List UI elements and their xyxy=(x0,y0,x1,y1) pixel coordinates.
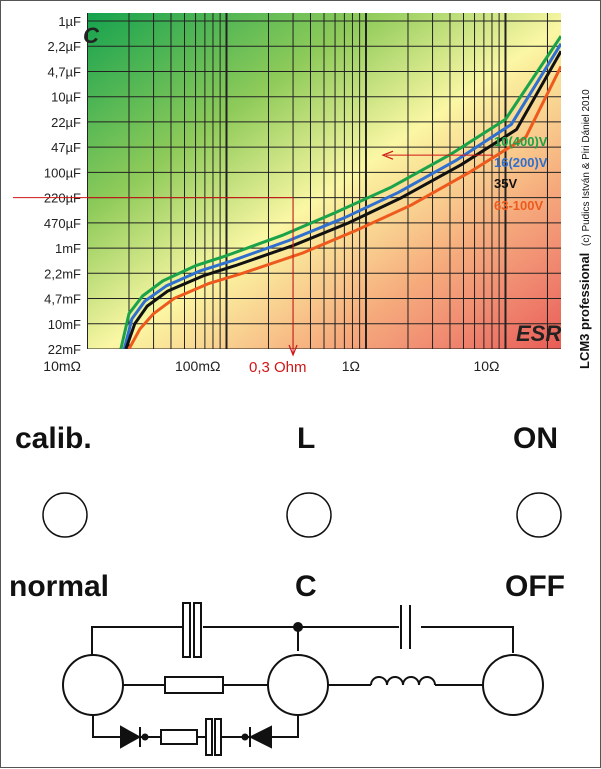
series-line xyxy=(122,42,561,349)
y-tick-label: 2,2mF xyxy=(44,266,81,281)
corner-label-c: C xyxy=(83,23,100,48)
label-l: L xyxy=(297,422,315,455)
legend: 10(400)V 16(200)V 35V 63-100V xyxy=(494,134,548,213)
label-normal: normal xyxy=(9,570,109,603)
legend-entry: 35V xyxy=(494,176,517,191)
annotation-label: 0,3 Ohm xyxy=(249,359,307,376)
x-tick-label: 10mΩ xyxy=(43,358,81,374)
legend-entry: 63-100V xyxy=(494,198,543,213)
x-tick-label: 10Ω xyxy=(473,358,499,374)
series-line xyxy=(124,50,561,349)
switch-left-icon xyxy=(62,654,124,716)
label-on: ON xyxy=(513,422,558,455)
y-tick-label: 470µF xyxy=(44,216,81,231)
y-tick-label: 10µF xyxy=(51,90,81,105)
vertical-caption: LCM3 professional xyxy=(577,253,592,369)
y-tick-label: 2,2µF xyxy=(47,39,81,54)
power-button[interactable] xyxy=(516,492,562,538)
x-tick-labels: 10mΩ 100mΩ 1Ω 10Ω xyxy=(43,358,499,374)
legend-entry: 16(200)V xyxy=(494,155,548,170)
inductor-icon xyxy=(370,676,436,686)
label-calib: calib. xyxy=(15,422,92,455)
switch-right-icon xyxy=(482,654,544,716)
resistor-small-icon xyxy=(160,729,198,745)
example-annotation xyxy=(13,150,493,357)
capacitor-plate xyxy=(182,602,191,658)
label-off: OFF xyxy=(505,570,565,603)
capacitor-plate xyxy=(193,602,202,658)
legend-entry: 10(400)V xyxy=(494,134,548,149)
calib-button[interactable] xyxy=(42,492,88,538)
y-tick-label: 1mF xyxy=(55,241,81,256)
y-tick-label: 4,7µF xyxy=(47,64,81,79)
series-line xyxy=(127,65,561,349)
circuit-schematic xyxy=(62,602,544,756)
x-tick-label: 1Ω xyxy=(342,358,360,374)
y-tick-label: 22mF xyxy=(48,342,81,357)
copyright-text: (c) Pudics István & Piri Dániel 2010 xyxy=(581,89,592,246)
resistor-icon xyxy=(164,676,224,694)
diode-icon xyxy=(120,725,142,749)
label-c: C xyxy=(295,570,317,603)
corner-label-esr: ESR xyxy=(516,321,561,346)
y-tick-labels: 1µF2,2µF4,7µF10µF22µF47µF100µF220µF470µF… xyxy=(44,14,81,357)
series-line xyxy=(119,35,561,349)
y-tick-label: 100µF xyxy=(44,165,81,180)
x-tick-label: 100mΩ xyxy=(175,358,221,374)
switch-center-icon xyxy=(267,654,329,716)
y-tick-label: 10mF xyxy=(48,317,81,332)
y-tick-label: 1µF xyxy=(58,14,81,29)
lc-button[interactable] xyxy=(286,492,332,538)
series-lines xyxy=(119,35,561,349)
y-tick-label: 22µF xyxy=(51,115,81,130)
y-tick-label: 4,7mF xyxy=(44,292,81,307)
diode-icon xyxy=(248,725,272,749)
y-tick-label: 47µF xyxy=(51,140,81,155)
